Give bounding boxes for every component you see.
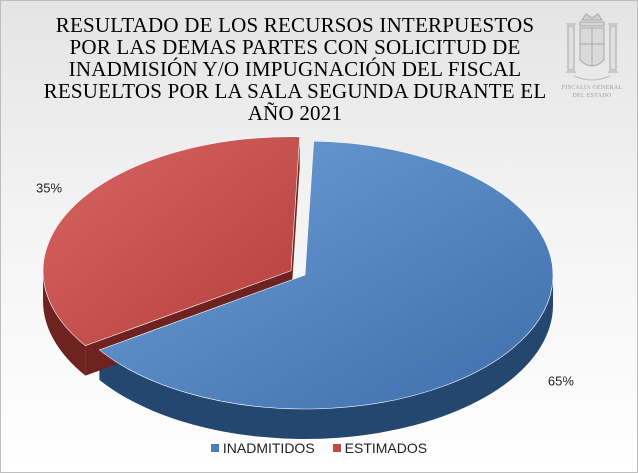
pie-slice-side-inadmitidos: [99, 275, 553, 439]
chart-legend: INADMITIDOS ESTIMADOS: [0, 440, 638, 456]
emblem-caption-line: DEL ESTADO: [572, 93, 612, 99]
legend-label: INADMITIDOS: [222, 440, 315, 456]
pie-slice-estimados: [42, 136, 300, 347]
pie-data-label-estimados: 35%: [36, 180, 62, 195]
legend-swatch: [210, 444, 219, 452]
pie-slices: [42, 136, 554, 410]
chart-title-line: POR LAS DEMAS PARTES CON SOLICITUD DE: [69, 35, 521, 59]
pie-slice-wall-estimados: [291, 136, 300, 301]
legend-item-estimados: ESTIMADOS: [332, 440, 428, 456]
pie-slice-inadmitidos: [98, 140, 554, 410]
chart-title-line: RESUELTOS POR LA SALA SEGUNDA DURANTE EL: [43, 79, 547, 103]
chart-title-line: INADMISIÓN Y/O IMPUGNACIÓN DEL FISCAL: [68, 57, 522, 81]
pie-data-labels: 65% 35%: [36, 180, 574, 388]
emblem-caption-line: FISCALIA GENERAL: [561, 85, 623, 91]
pie-slice-side-estimados: [43, 270, 86, 376]
chart-title-line: RESULTADO DE LOS RECURSOS INTERPUESTOS: [55, 13, 535, 37]
legend-label: ESTIMADOS: [344, 440, 428, 456]
chart-title-line: AÑO 2021: [247, 101, 343, 125]
chart-title: RESULTADO DE LOS RECURSOS INTERPUESTOS P…: [40, 14, 550, 124]
legend-item-inadmitidos: INADMITIDOS: [210, 440, 315, 456]
pie-data-label-inadmitidos: 65%: [548, 374, 574, 389]
emblem-caption: FISCALIA GENERAL DEL ESTADO: [556, 84, 628, 100]
legend-swatch: [332, 444, 341, 452]
coat-of-arms-icon: [566, 13, 618, 81]
